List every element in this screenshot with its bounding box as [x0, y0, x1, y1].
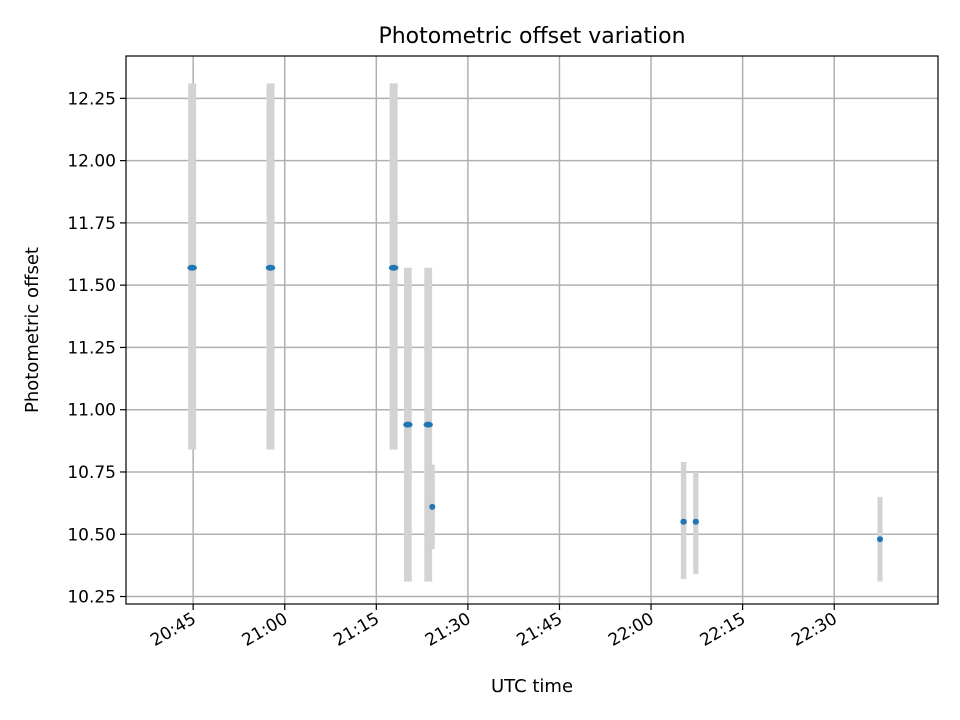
- grid: [126, 56, 938, 604]
- data-point: [680, 518, 687, 525]
- data-point: [187, 264, 197, 271]
- data-point: [403, 421, 413, 428]
- y-tick-label: 10.25: [67, 588, 116, 608]
- y-tick-label: 11.00: [67, 401, 116, 421]
- data-point: [692, 518, 699, 525]
- data-point: [265, 264, 276, 271]
- y-tick-label: 10.75: [67, 463, 116, 483]
- data-point: [388, 264, 399, 271]
- y-axis-ticks: 10.25 10.50 10.75 11.00 11.25 11.50 11.75 12.00…: [67, 89, 126, 608]
- plot-frame: [125, 55, 939, 605]
- y-tick-label: 12.25: [67, 89, 116, 109]
- data-point: [876, 536, 884, 543]
- data-points: [187, 264, 884, 543]
- chart-title: Photometric offset variation: [378, 24, 685, 49]
- data-point: [429, 503, 436, 510]
- x-axis-label: UTC time: [491, 676, 573, 697]
- y-tick-label: 11.25: [67, 338, 116, 358]
- y-tick-label: 10.50: [67, 525, 116, 545]
- y-axis-label: Photometric offset: [22, 247, 43, 413]
- y-tick-label: 11.75: [67, 214, 116, 234]
- data-point: [423, 421, 433, 428]
- y-tick-label: 11.50: [67, 276, 116, 296]
- y-tick-label: 12.00: [67, 152, 116, 172]
